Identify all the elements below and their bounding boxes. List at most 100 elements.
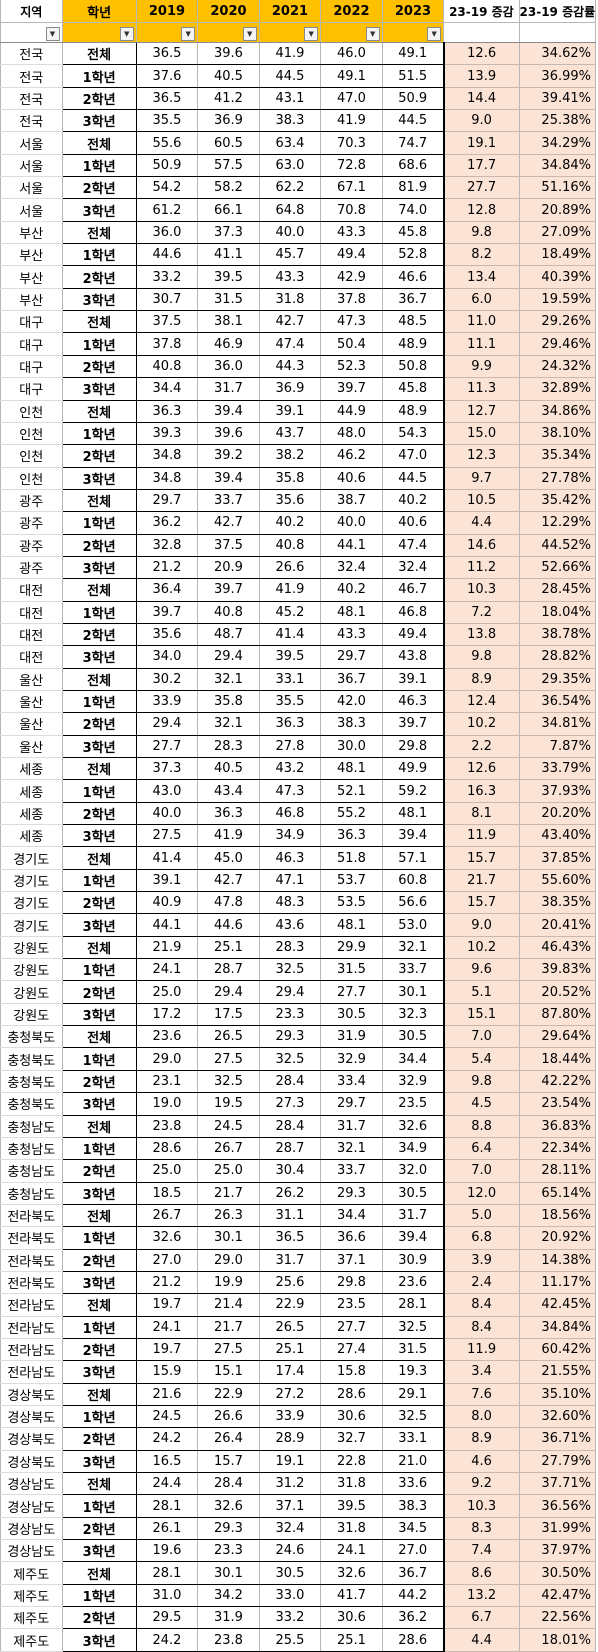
grade-cell[interactable]: 2학년 xyxy=(61,1427,137,1451)
rate-cell[interactable]: 18.56% xyxy=(518,1204,597,1228)
value-cell-2020[interactable]: 19.9 xyxy=(197,1271,260,1295)
value-cell-2023[interactable]: 32.0 xyxy=(381,1159,445,1183)
region-cell[interactable]: 제주도 xyxy=(0,1561,63,1585)
grade-cell[interactable]: 3학년 xyxy=(61,109,137,133)
value-cell-2023[interactable]: 57.1 xyxy=(381,846,445,870)
grade-cell[interactable]: 전체 xyxy=(61,1203,137,1228)
value-cell-2020[interactable]: 32.6 xyxy=(197,1494,260,1518)
dropdown-arrow-icon[interactable]: ▼ xyxy=(45,26,60,41)
rate-cell[interactable]: 38.10% xyxy=(518,422,597,446)
value-cell-2019[interactable]: 21.9 xyxy=(135,935,199,960)
value-cell-2023[interactable]: 34.9 xyxy=(381,1137,445,1161)
region-cell[interactable]: 부산 xyxy=(0,265,63,289)
value-cell-2021[interactable]: 33.1 xyxy=(258,667,322,691)
grade-cell[interactable]: 2학년 xyxy=(61,802,137,826)
value-cell-2021[interactable]: 32.4 xyxy=(258,1517,322,1541)
increase-cell[interactable]: 10.2 xyxy=(443,936,520,960)
rate-cell[interactable]: 27.78% xyxy=(518,467,597,490)
header-year-2021[interactable]: 2021 xyxy=(258,0,322,23)
rate-cell[interactable]: 18.49% xyxy=(518,243,597,267)
value-cell-2021[interactable]: 45.7 xyxy=(258,243,322,267)
rate-cell[interactable]: 20.92% xyxy=(518,1226,597,1250)
value-cell-2020[interactable]: 26.4 xyxy=(197,1427,260,1451)
grade-cell[interactable]: 1학년 xyxy=(61,422,137,446)
value-cell-2022[interactable]: 48.1 xyxy=(320,913,383,937)
rate-cell[interactable]: 35.42% xyxy=(518,489,597,513)
value-cell-2022[interactable]: 36.3 xyxy=(320,824,383,848)
increase-cell[interactable]: 9.8 xyxy=(443,221,520,245)
grade-cell[interactable]: 3학년 xyxy=(61,1092,137,1116)
value-cell-2022[interactable]: 39.7 xyxy=(320,377,383,401)
value-cell-2019[interactable]: 36.5 xyxy=(135,87,199,111)
increase-cell[interactable]: 8.9 xyxy=(443,668,520,691)
value-cell-2020[interactable]: 28.4 xyxy=(197,1471,260,1496)
value-cell-2022[interactable]: 31.8 xyxy=(320,1517,383,1541)
value-cell-2022[interactable]: 49.1 xyxy=(320,64,383,88)
value-cell-2019[interactable]: 50.9 xyxy=(135,154,199,178)
region-cell[interactable]: 세종 xyxy=(0,802,63,826)
value-cell-2019[interactable]: 36.4 xyxy=(135,578,199,602)
grade-cell[interactable]: 3학년 xyxy=(61,735,137,759)
value-cell-2023[interactable]: 38.3 xyxy=(381,1494,445,1518)
dropdown-arrow-icon[interactable]: ▼ xyxy=(181,26,196,41)
value-cell-2020[interactable]: 32.1 xyxy=(197,712,260,736)
value-cell-2023[interactable]: 39.4 xyxy=(381,1226,445,1250)
increase-cell[interactable]: 12.0 xyxy=(443,1182,520,1205)
value-cell-2023[interactable]: 46.6 xyxy=(381,265,445,289)
value-cell-2021[interactable]: 28.3 xyxy=(258,935,322,960)
value-cell-2022[interactable]: 24.1 xyxy=(320,1539,383,1563)
grade-cell[interactable]: 전체 xyxy=(61,488,137,513)
rate-cell[interactable]: 20.52% xyxy=(518,980,597,1004)
value-cell-2020[interactable]: 42.7 xyxy=(197,511,260,535)
rate-cell[interactable]: 33.79% xyxy=(518,757,597,781)
value-cell-2019[interactable]: 23.8 xyxy=(135,1114,199,1138)
value-cell-2022[interactable]: 38.7 xyxy=(320,488,383,513)
grade-cell[interactable]: 전체 xyxy=(61,310,137,334)
value-cell-2023[interactable]: 32.1 xyxy=(381,935,445,960)
region-cell[interactable]: 대전 xyxy=(0,623,63,647)
rate-cell[interactable]: 28.45% xyxy=(518,578,597,602)
grade-cell[interactable]: 전체 xyxy=(61,1025,137,1049)
increase-cell[interactable]: 4.4 xyxy=(443,511,520,535)
region-cell[interactable]: 전라남도 xyxy=(0,1316,63,1339)
value-cell-2021[interactable]: 25.6 xyxy=(258,1271,322,1295)
value-cell-2020[interactable]: 26.3 xyxy=(197,1203,260,1228)
value-cell-2020[interactable]: 42.7 xyxy=(197,869,260,893)
grade-cell[interactable]: 2학년 xyxy=(61,1159,137,1183)
increase-cell[interactable]: 4.4 xyxy=(443,1628,520,1652)
value-cell-2019[interactable]: 35.6 xyxy=(135,623,199,647)
region-cell[interactable]: 전라남도 xyxy=(0,1293,63,1317)
value-cell-2021[interactable]: 38.2 xyxy=(258,444,322,468)
region-cell[interactable]: 경상남도 xyxy=(0,1517,63,1541)
value-cell-2021[interactable]: 35.5 xyxy=(258,690,322,714)
grade-cell[interactable]: 3학년 xyxy=(61,1628,137,1652)
region-cell[interactable]: 충청남도 xyxy=(0,1115,63,1138)
region-cell[interactable]: 대구 xyxy=(0,310,63,334)
value-cell-2023[interactable]: 68.6 xyxy=(381,154,445,178)
value-cell-2020[interactable]: 31.7 xyxy=(197,377,260,401)
value-cell-2020[interactable]: 35.8 xyxy=(197,690,260,714)
value-cell-2019[interactable]: 28.1 xyxy=(135,1494,199,1518)
value-cell-2020[interactable]: 15.7 xyxy=(197,1450,260,1474)
value-cell-2022[interactable]: 43.3 xyxy=(320,220,383,245)
value-cell-2019[interactable]: 33.2 xyxy=(135,265,199,289)
value-cell-2021[interactable]: 31.8 xyxy=(258,288,322,312)
rate-cell[interactable]: 28.11% xyxy=(518,1159,597,1183)
value-cell-2020[interactable]: 31.5 xyxy=(197,288,260,312)
grade-cell[interactable]: 1학년 xyxy=(61,154,137,178)
increase-cell[interactable]: 7.4 xyxy=(443,1539,520,1563)
increase-cell[interactable]: 13.4 xyxy=(443,265,520,289)
grade-cell[interactable]: 1학년 xyxy=(61,779,137,803)
rate-cell[interactable]: 19.59% xyxy=(518,288,597,312)
grade-cell[interactable]: 전체 xyxy=(61,756,137,781)
value-cell-2020[interactable]: 25.0 xyxy=(197,1159,260,1183)
value-cell-2020[interactable]: 40.5 xyxy=(197,64,260,88)
region-cell[interactable]: 서울 xyxy=(0,198,63,222)
value-cell-2019[interactable]: 61.2 xyxy=(135,198,199,222)
value-cell-2022[interactable]: 29.8 xyxy=(320,1271,383,1295)
grade-cell[interactable]: 2학년 xyxy=(61,980,137,1004)
rate-cell[interactable]: 55.60% xyxy=(518,869,597,893)
value-cell-2023[interactable]: 49.1 xyxy=(381,41,445,66)
region-cell[interactable]: 강원도 xyxy=(0,1003,63,1027)
value-cell-2020[interactable]: 29.3 xyxy=(197,1517,260,1541)
